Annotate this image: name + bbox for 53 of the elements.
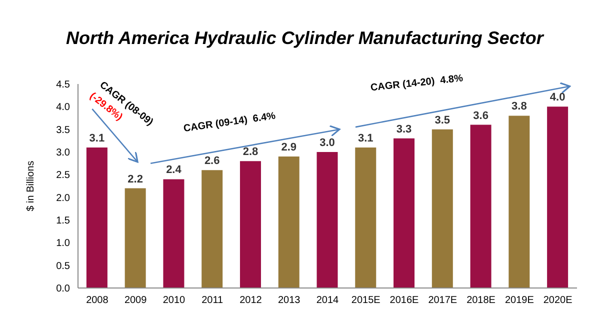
annotation: CAGR (14-20) 4.8% (370, 73, 464, 94)
bar (508, 116, 530, 288)
bar (316, 152, 338, 288)
y-axis-title: $ in Billions (26, 160, 37, 212)
x-tick-label: 2011 (202, 295, 224, 306)
y-tick-label: 4.5 (56, 80, 70, 91)
data-label: 3.3 (396, 123, 412, 136)
x-tick-label: 2010 (162, 295, 186, 306)
bar (202, 170, 223, 288)
data-label: 3.8 (512, 100, 527, 113)
data-label: 2.9 (281, 142, 297, 154)
data-label: 4.0 (550, 92, 566, 104)
y-tick-label: 3.5 (56, 124, 70, 136)
data-label: 3.6 (473, 110, 488, 122)
annotation: CAGR (09-14) 6.4% (182, 110, 276, 135)
x-tick-label: 2008 (86, 295, 109, 306)
y-tick-label: 2.5 (56, 170, 70, 182)
y-tick-label: 4.0 (56, 102, 70, 114)
bar (124, 188, 146, 288)
data-label: 3.1 (358, 132, 374, 144)
y-tick-label: 3.0 (56, 148, 70, 159)
bar (547, 106, 568, 288)
y-tick-label: 2.0 (56, 192, 70, 204)
bar (163, 179, 184, 288)
data-label: 3.0 (320, 137, 335, 149)
x-tick-label: 2016E (390, 295, 420, 306)
y-tick-label: 1.5 (56, 216, 70, 227)
data-label: 2.2 (128, 173, 143, 186)
x-tick-label: 2009 (124, 295, 148, 306)
data-label: 3.5 (434, 114, 450, 126)
bar (355, 147, 376, 288)
bar (278, 156, 300, 288)
x-tick-label: 2015E (351, 295, 381, 306)
bar (240, 161, 261, 288)
x-tick-label: 2019E (504, 295, 534, 306)
bar (432, 129, 453, 288)
x-tick-label: 2012 (240, 295, 262, 306)
data-label: 3.1 (89, 132, 105, 144)
data-label: 2.8 (242, 146, 258, 158)
x-tick-label: 2017E (428, 295, 458, 306)
x-tick-label: 2013 (278, 295, 301, 306)
data-label: 2.6 (204, 155, 220, 168)
y-tick-label: 1.0 (56, 238, 70, 250)
bar (470, 124, 492, 288)
x-tick-label: 2020E (543, 295, 573, 306)
bar (394, 138, 415, 288)
bar (86, 147, 108, 288)
y-tick-label: 0.0 (56, 284, 70, 295)
x-tick-label: 2018E (466, 295, 496, 306)
x-tick-label: 2014 (316, 295, 340, 306)
data-label: 2.4 (166, 164, 182, 176)
chart-title: North America Hydraulic Cylinder Manufacturing Sector (65, 26, 546, 50)
y-tick-label: 0.5 (56, 260, 70, 272)
